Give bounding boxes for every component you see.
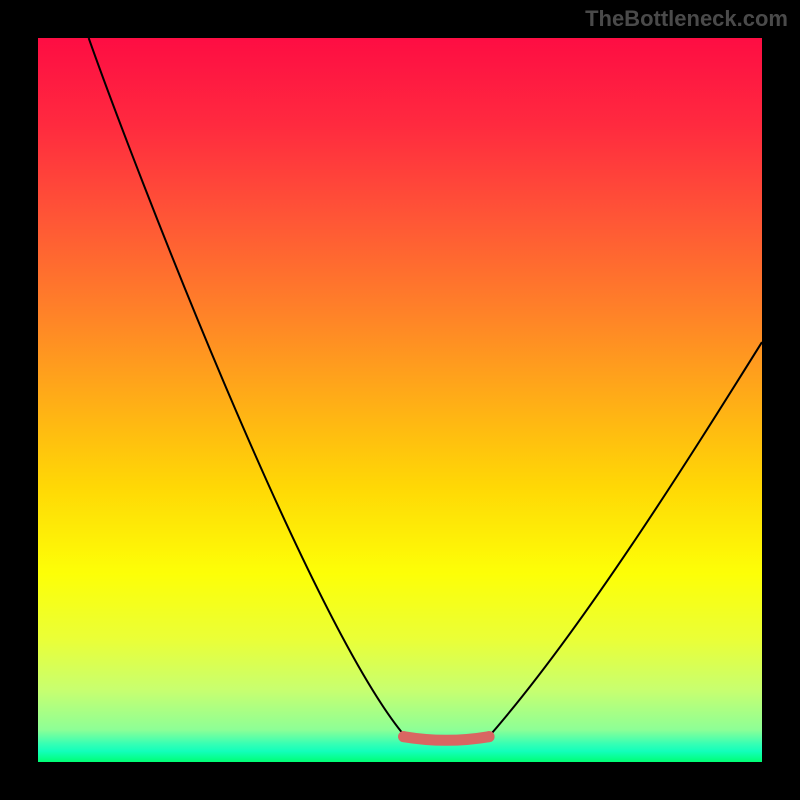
optimal-range-marker: [404, 737, 489, 741]
bottleneck-curve: [89, 38, 762, 739]
marker-cap-right: [484, 731, 495, 742]
chart-plot-area: [38, 38, 762, 762]
curve-layer: [38, 38, 762, 762]
marker-cap-left: [398, 731, 409, 742]
watermark-text: TheBottleneck.com: [585, 6, 788, 32]
